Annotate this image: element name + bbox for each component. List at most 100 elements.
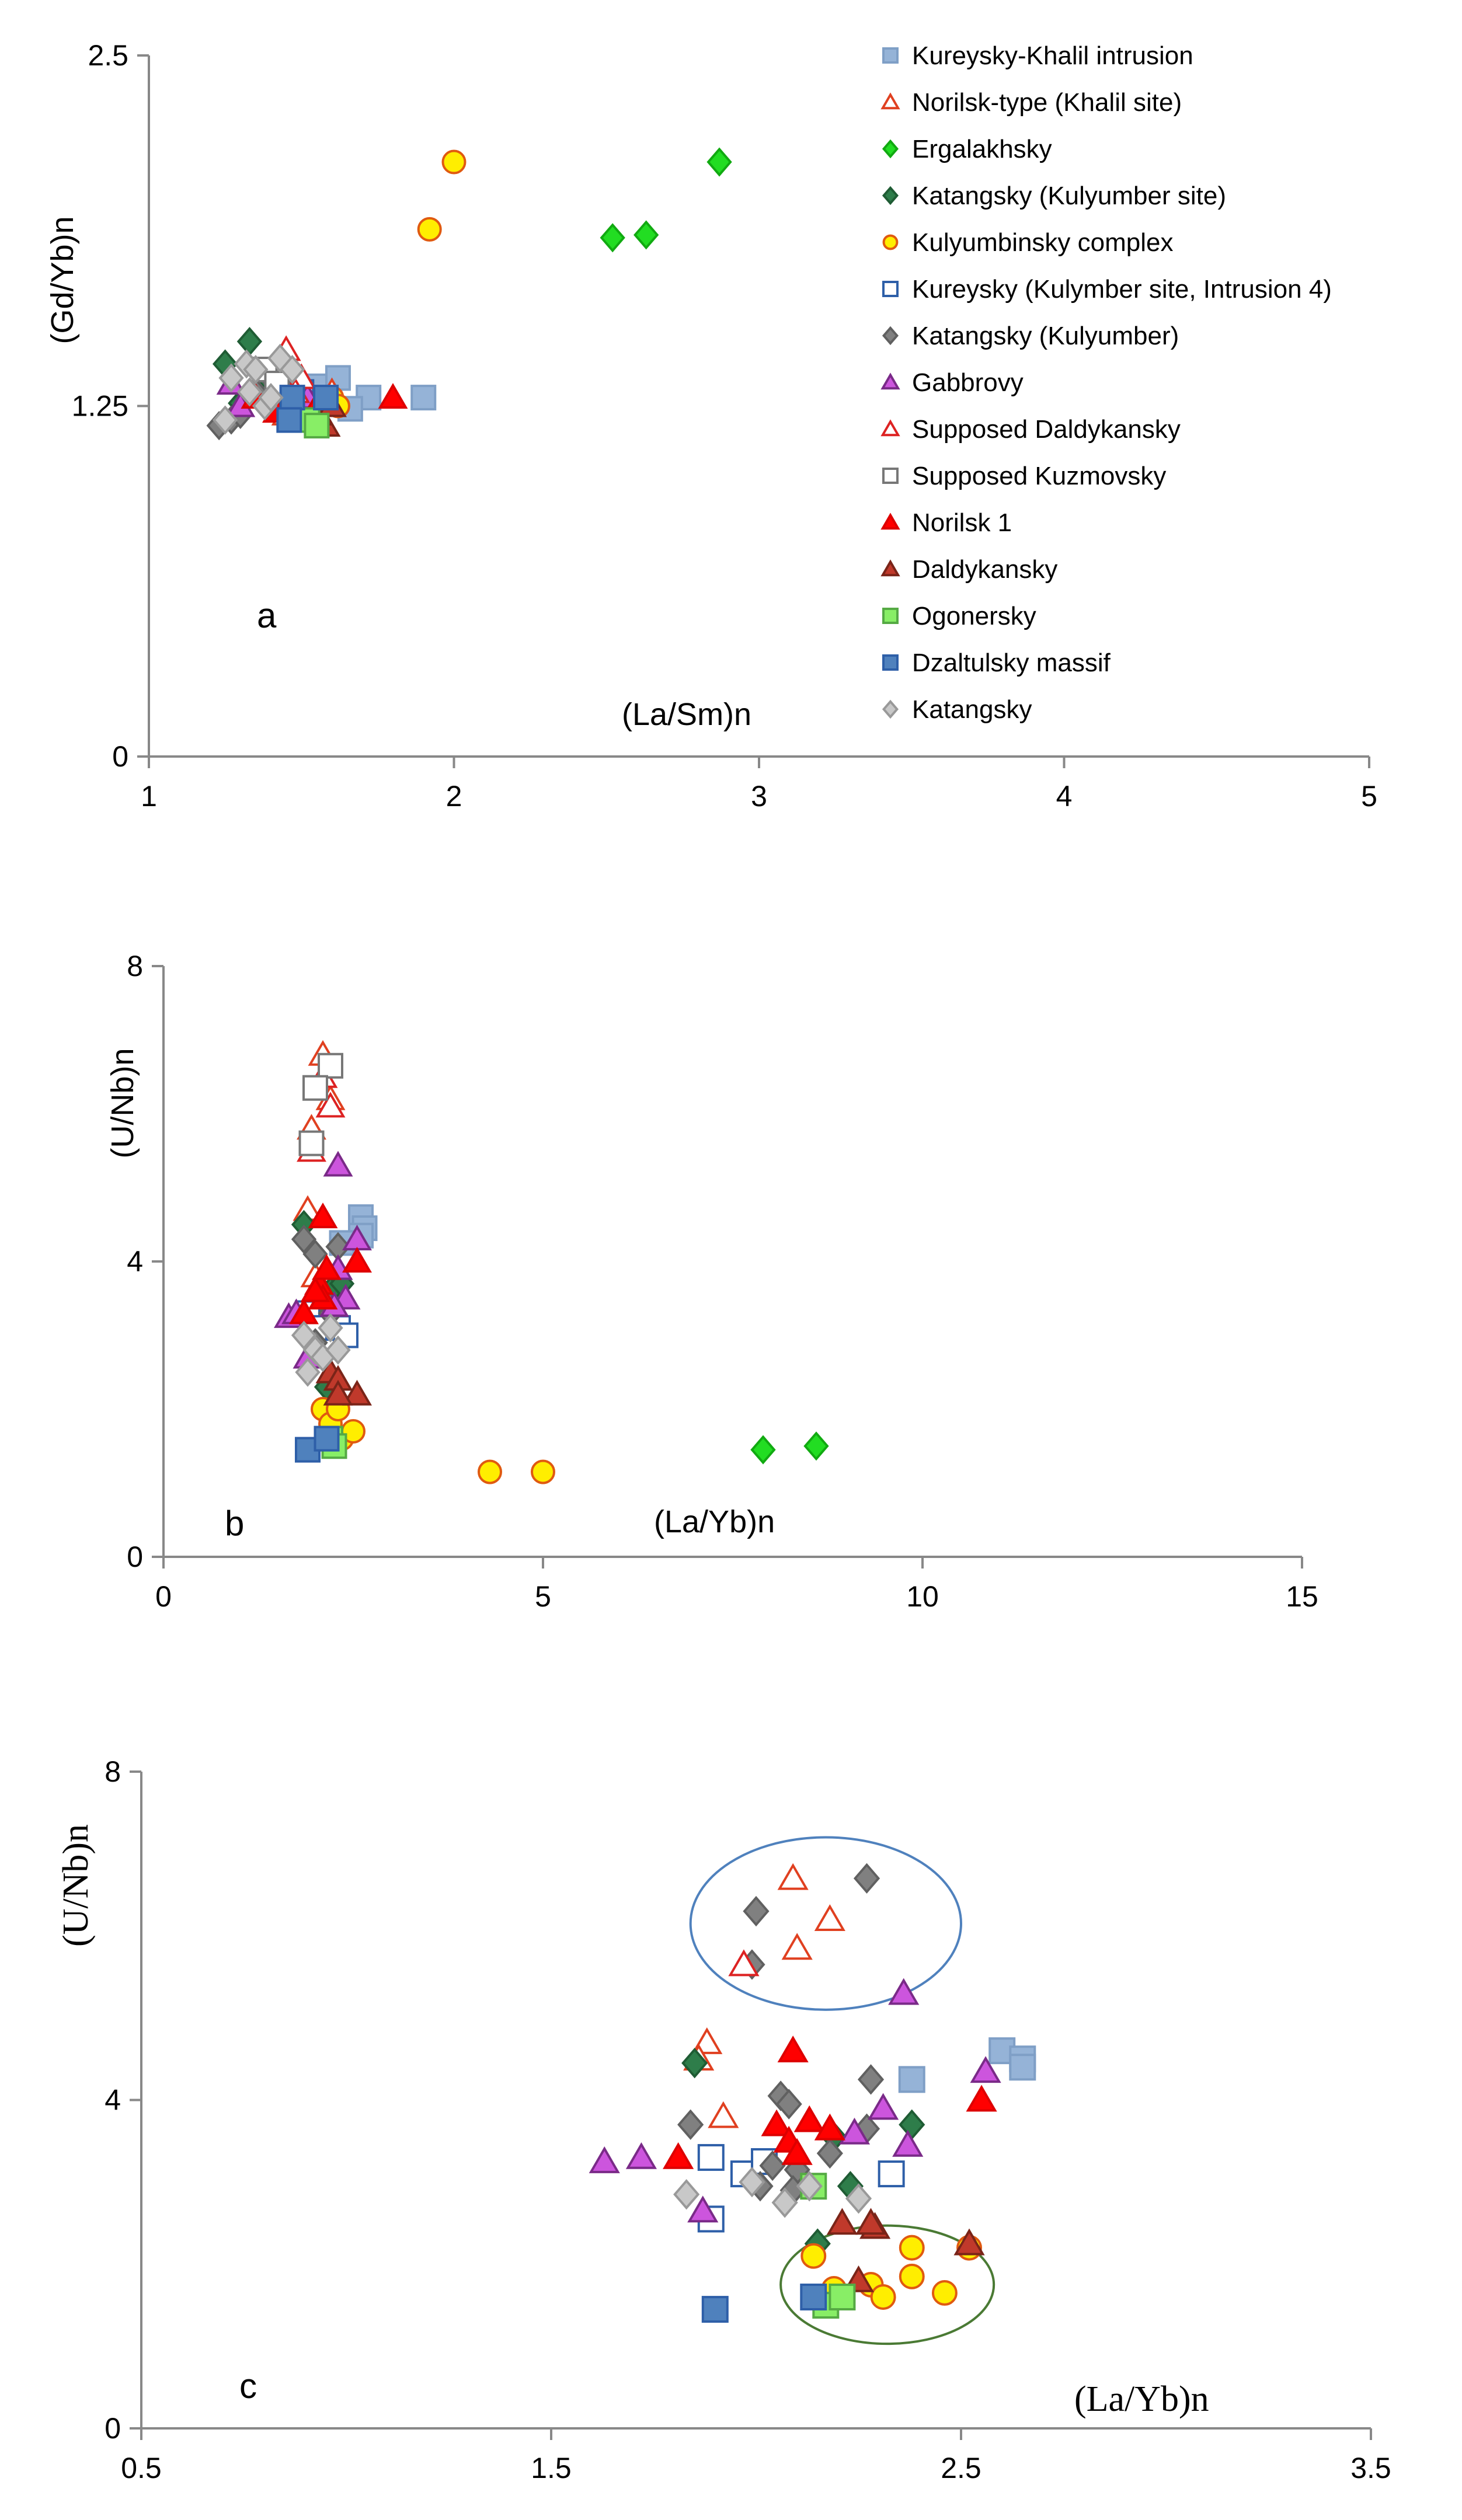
panel-c-label: c [239, 2366, 257, 2406]
data-point-kat [243, 354, 269, 385]
legend-label: Kureysky-Khalil intrusion [912, 41, 1193, 70]
data-point-nor [814, 2113, 845, 2141]
panel-b-chart: 0 4 8 0 5 10 15 (La/Yb)n (U/Nb)n b [105, 950, 1318, 1613]
legend-label: Ergalakhsky [912, 135, 1052, 163]
data-point-erg [706, 147, 732, 177]
legend-marker-sdal [880, 419, 900, 437]
data-point-kat [845, 2183, 872, 2214]
panel-c-x-axis-title: (La/Yb)n [1074, 2379, 1209, 2419]
panel-b-y-axis-title: (U/Nb)n [105, 1048, 140, 1158]
legend-label: Norilsk 1 [912, 508, 1012, 537]
data-point-gab [323, 1151, 353, 1177]
legend-label: Katangsky (Kulyumber) [912, 322, 1179, 350]
panel-c-points [589, 1863, 1036, 2323]
panel-b-label: b [225, 1504, 244, 1543]
data-point-kul [899, 2235, 925, 2261]
data-point-kk [410, 385, 437, 411]
x-tick-label: 1.5 [531, 2452, 572, 2484]
data-point-gab [687, 2195, 719, 2223]
legend-marker-kat [882, 699, 899, 719]
x-tick-label: 15 [1286, 1580, 1318, 1613]
y-tick-label: 0 [112, 740, 128, 773]
y-tick-label: 1.25 [72, 390, 128, 423]
x-tick-label: 5 [535, 1580, 551, 1613]
y-tick-label: 8 [105, 1755, 121, 1788]
data-point-kul [531, 1459, 555, 1484]
data-point-katk [899, 2109, 925, 2140]
data-point-dza [276, 407, 302, 433]
x-tick-label: 1 [141, 780, 157, 813]
data-point-nkh [777, 1863, 809, 1890]
data-point-gab [625, 2142, 657, 2169]
data-point-skuz [298, 1130, 325, 1156]
data-point-nor [308, 1203, 338, 1229]
panel-b-y-ticks: 0 4 8 [127, 950, 163, 1573]
legend-marker-ogo [882, 608, 899, 624]
data-point-nkh [708, 2101, 739, 2128]
y-tick-label: 8 [127, 950, 143, 982]
data-point-kat [771, 2187, 798, 2218]
legend-label: Norilsk-type (Khalil site) [912, 88, 1182, 117]
data-point-nor [312, 1254, 342, 1280]
data-point-nkh [814, 1904, 845, 1931]
x-tick-label: 10 [906, 1580, 939, 1613]
data-point-nor [793, 2105, 825, 2132]
data-point-sdal [728, 1949, 760, 1977]
data-point-gab [888, 1978, 920, 2005]
legend-marker-katk [882, 186, 899, 205]
data-point-katg [816, 2138, 843, 2169]
data-point-nkh [781, 1933, 813, 1960]
data-point-skuz [302, 1075, 328, 1101]
data-point-nor [966, 2085, 997, 2112]
data-point-dza [701, 2296, 729, 2323]
data-point-kat [673, 2179, 700, 2210]
legend-label: Katangsky [912, 695, 1032, 724]
data-point-dal [953, 2228, 985, 2256]
data-point-kat [218, 363, 244, 393]
legend-label: Katangsky (Kulyumber site) [912, 182, 1226, 210]
data-point-katg [853, 1863, 880, 1894]
data-point-kk [1009, 2054, 1036, 2081]
x-tick-label: 2 [446, 780, 462, 813]
legend-label: Ogonersky [912, 602, 1036, 630]
legend-label: Supposed Daldykansky [912, 415, 1181, 444]
data-point-gab [868, 2093, 899, 2120]
data-point-katg [302, 1239, 328, 1269]
data-point-kul [478, 1459, 502, 1484]
data-point-nor [781, 2138, 813, 2165]
legend-label: Kulyumbinsky complex [912, 228, 1174, 257]
panel-b-points [274, 1040, 829, 1484]
data-point-kat [212, 405, 238, 435]
data-point-katg [291, 1224, 317, 1254]
data-point-skuz [318, 1052, 343, 1079]
x-tick-label: 3.5 [1350, 2452, 1391, 2484]
data-point-kat [295, 1357, 321, 1387]
data-point-katg [677, 2109, 704, 2140]
data-point-gab [838, 2117, 871, 2145]
data-point-kurk [697, 2143, 725, 2171]
data-point-ogo [304, 413, 330, 439]
data-point-katg [775, 2089, 802, 2120]
legend-marker-skuz [882, 468, 899, 484]
y-tick-label: 0 [127, 1540, 143, 1573]
y-tick-label: 2.5 [88, 39, 128, 72]
panel-b-x-ticks: 0 5 10 15 [155, 1557, 1318, 1613]
legend-marker-gab [880, 372, 900, 390]
legend-marker-nor [880, 513, 900, 530]
data-point-nor [300, 1276, 330, 1302]
panel-c-y-axis-title: (U/Nb)n [56, 1824, 96, 1947]
data-point-katg [759, 2150, 786, 2181]
data-point-katk [681, 2048, 708, 2079]
data-point-kul [899, 2263, 925, 2289]
x-tick-label: 0 [155, 1580, 172, 1613]
data-point-nor [777, 2035, 809, 2062]
data-point-dal [323, 1379, 353, 1406]
data-point-nor [342, 1247, 372, 1273]
legend-marker-kul [882, 234, 899, 250]
data-point-nor [378, 383, 408, 409]
data-point-dal [855, 2208, 887, 2235]
data-point-dal [826, 2208, 858, 2235]
legend-marker-nkh [880, 92, 900, 110]
data-point-sdal [315, 1092, 346, 1118]
x-tick-label: 5 [1361, 780, 1377, 813]
